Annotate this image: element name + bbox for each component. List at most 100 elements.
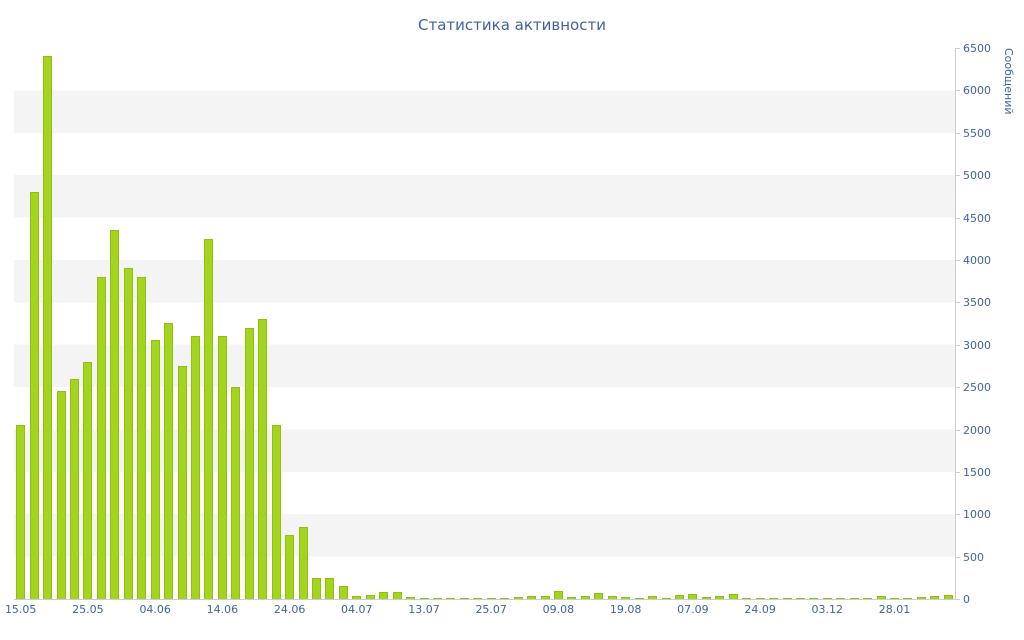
bar [930, 596, 940, 599]
bar [648, 596, 657, 599]
y-axis-tick [956, 175, 960, 177]
bar [527, 596, 536, 599]
bar [285, 535, 295, 599]
x-tick-label: 14.06 [206, 603, 239, 616]
bar [271, 425, 281, 599]
bar [674, 595, 684, 599]
y-axis-title: Сообщений [1002, 48, 1015, 115]
y-axis-tick [956, 48, 960, 49]
bar [96, 277, 106, 599]
bar [916, 597, 926, 599]
bar [795, 598, 805, 599]
x-tick-label: 04.07 [341, 603, 373, 616]
bar [607, 596, 617, 599]
y-axis-tick [956, 429, 960, 431]
bar [849, 598, 859, 599]
bar [29, 192, 39, 599]
y-tick-label: 500 [963, 550, 984, 564]
bar [446, 598, 456, 599]
bar [298, 527, 308, 599]
bar [661, 598, 671, 599]
y-tick-label: 4500 [963, 211, 991, 225]
plot-area [14, 48, 956, 600]
bar [312, 578, 321, 599]
x-tick-label: 13.07 [408, 603, 440, 616]
bar [191, 336, 200, 599]
chart-title: Статистика активности [418, 16, 606, 34]
bar [56, 391, 66, 599]
bar [769, 598, 778, 599]
y-axis-tick [956, 90, 960, 92]
bar [379, 592, 389, 599]
bar [688, 594, 698, 599]
x-tick-label: 04.06 [139, 603, 171, 616]
bar [325, 578, 335, 599]
bar [903, 598, 913, 599]
bar [580, 596, 590, 599]
bar [836, 598, 846, 599]
y-axis-tick [956, 556, 960, 558]
y-tick-label: 5500 [963, 126, 991, 140]
bar [204, 239, 214, 599]
bar [338, 586, 348, 599]
bar [513, 597, 523, 599]
bar [486, 598, 496, 599]
bar [540, 596, 550, 599]
bar [567, 597, 577, 599]
bar [83, 362, 93, 599]
bar [473, 598, 483, 599]
bar [876, 596, 886, 599]
y-tick-label: 0 [963, 593, 970, 606]
x-tick-label: 03.12 [811, 603, 844, 616]
y-axis-tick [956, 471, 960, 473]
x-tick-label: 19.08 [609, 603, 642, 616]
bar [809, 598, 819, 599]
y-axis-tick [956, 217, 960, 219]
bar [701, 597, 711, 599]
bar [943, 595, 953, 599]
x-tick-label: 09.08 [542, 603, 575, 616]
y-tick-label: 2500 [963, 381, 991, 395]
bar [110, 230, 120, 599]
bar [16, 425, 26, 599]
y-tick-label: 5000 [963, 169, 991, 183]
x-tick-label: 25.05 [72, 603, 104, 616]
x-tick-label: 15.05 [4, 603, 37, 616]
bar [244, 328, 254, 599]
bar [177, 366, 187, 599]
bar [594, 593, 604, 599]
y-axis-tick [956, 259, 960, 261]
bar [890, 598, 899, 599]
bar [634, 598, 644, 599]
x-tick-label: 25.07 [475, 603, 507, 616]
bar [352, 596, 362, 599]
bar [217, 336, 227, 599]
bar [553, 591, 563, 599]
bar [419, 598, 429, 599]
y-tick-label: 1500 [963, 465, 991, 479]
bar [782, 598, 792, 599]
y-tick-label: 1000 [963, 508, 991, 522]
y-tick-label: 6000 [963, 84, 991, 98]
y-tick-label: 6500 [963, 42, 991, 55]
bar [164, 323, 174, 599]
bar [150, 340, 160, 599]
y-axis-tick [956, 132, 960, 134]
bar [70, 379, 79, 599]
y-axis-tick [956, 599, 960, 600]
x-tick-label: 28.01 [878, 603, 911, 616]
y-axis-tick [956, 344, 960, 346]
bar [621, 597, 631, 599]
bar [258, 319, 268, 599]
bar [715, 596, 725, 599]
y-axis-tick [956, 387, 960, 389]
bar [231, 387, 241, 599]
bar [406, 597, 416, 599]
bar [863, 598, 873, 599]
bar [822, 598, 832, 599]
x-tick-label: 24.09 [744, 603, 776, 616]
x-tick-label: 07.09 [677, 603, 709, 616]
bar [365, 595, 375, 599]
bar [459, 598, 469, 599]
